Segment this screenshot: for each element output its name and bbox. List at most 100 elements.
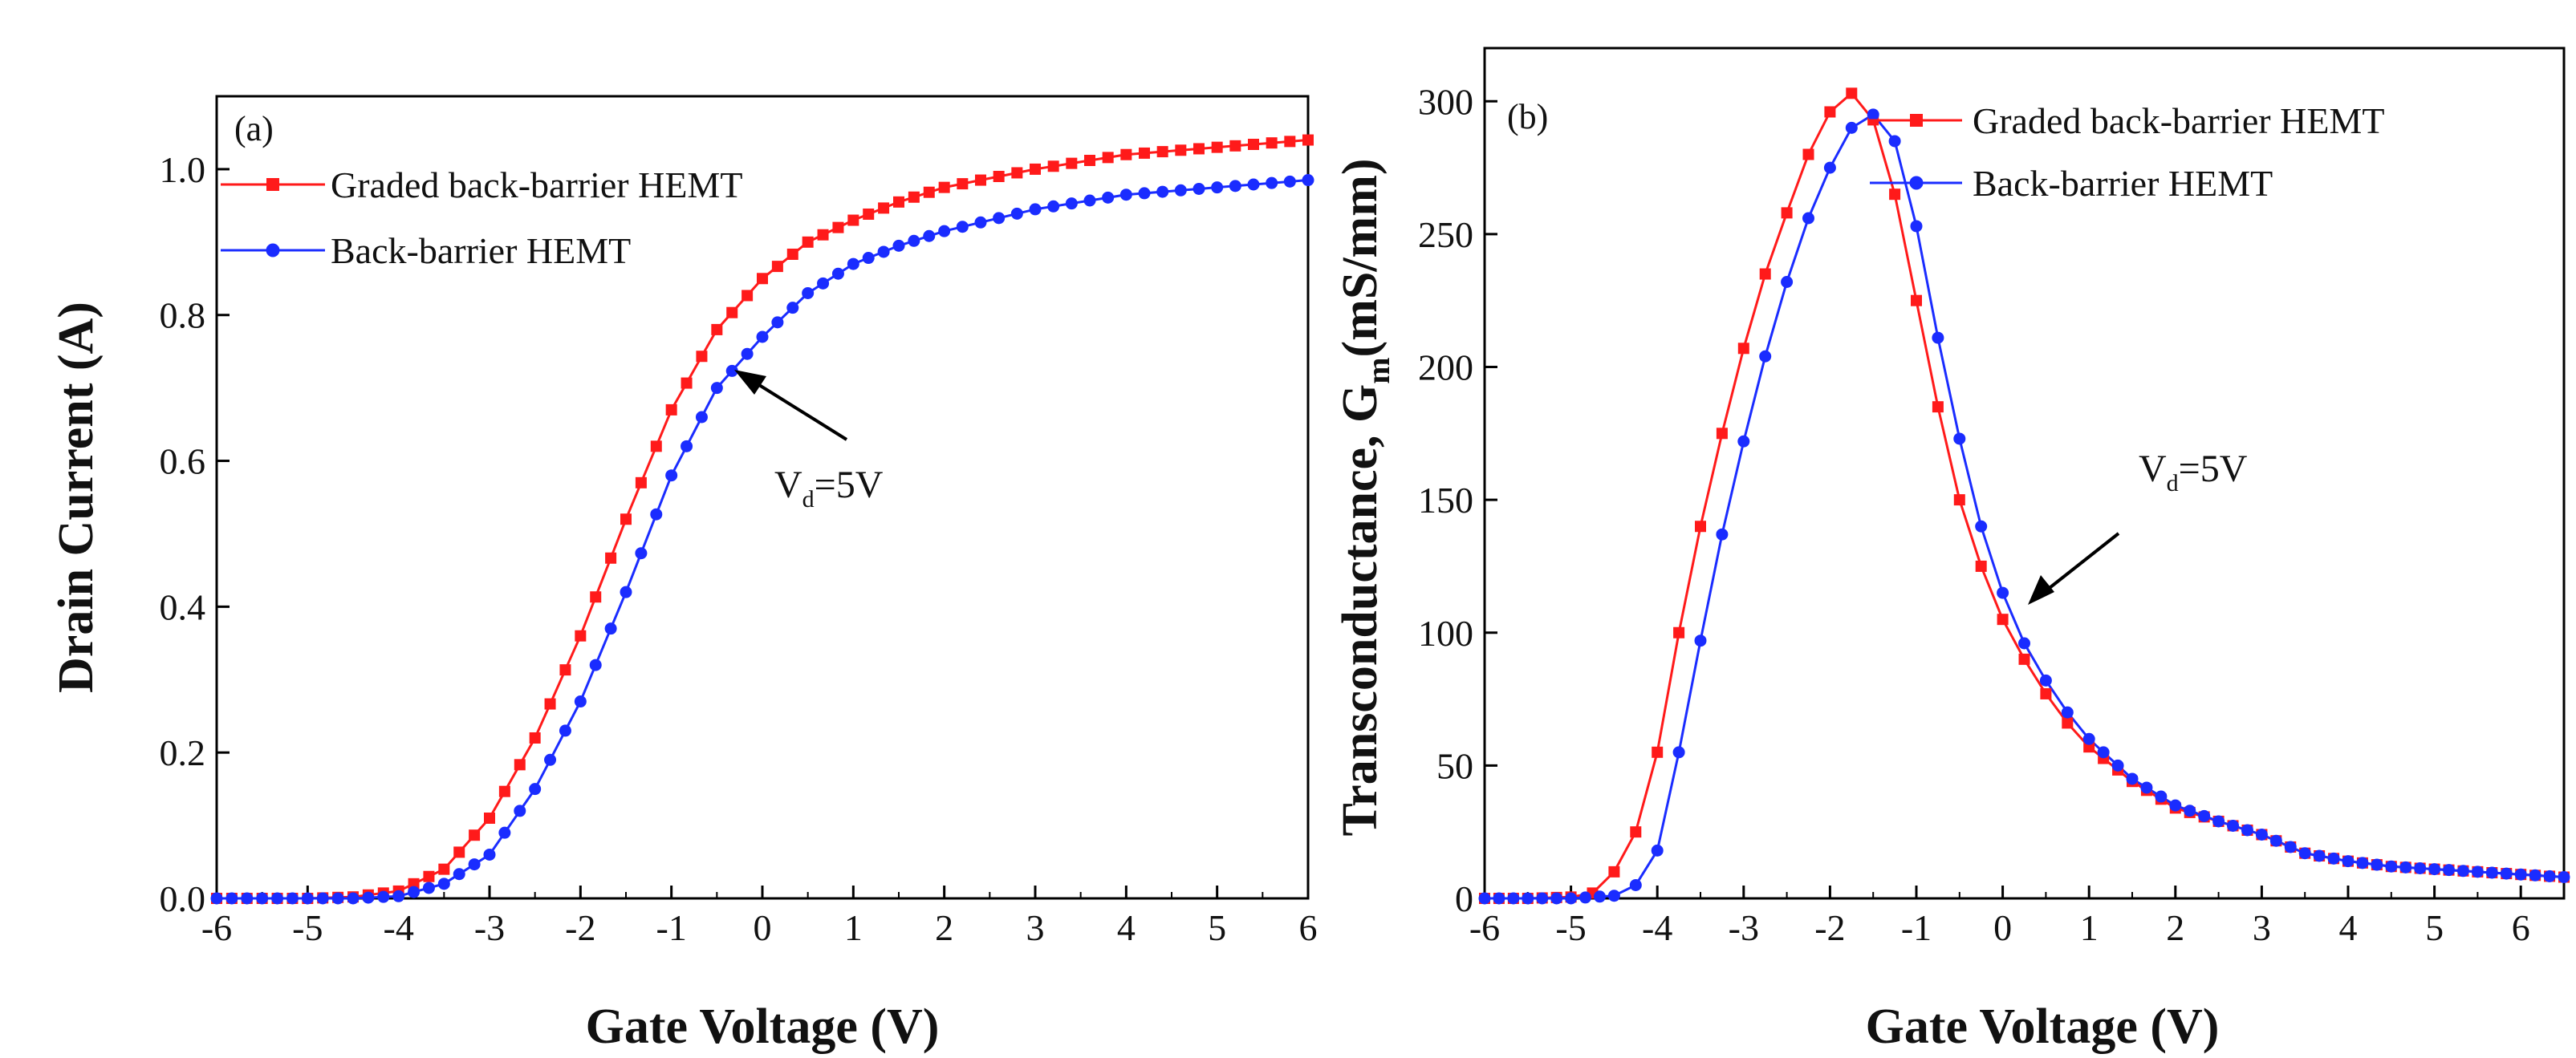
marker-b-1-45 <box>2284 841 2297 853</box>
marker-a-0-54 <box>1047 160 1059 172</box>
panel-a-annotation: Vd=5V <box>734 370 884 513</box>
x-tick-label: 5 <box>1208 907 1226 948</box>
marker-b-1-41 <box>2227 819 2240 832</box>
marker-b-0-21 <box>1889 188 1901 201</box>
marker-a-1-54 <box>1047 200 1060 213</box>
marker-a-1-66 <box>1266 176 1278 189</box>
marker-b-1-52 <box>2385 860 2398 873</box>
x-tick-label: -5 <box>292 907 323 948</box>
marker-a-0-46 <box>908 191 920 203</box>
marker-a-0-38 <box>786 248 798 260</box>
marker-b-1-37 <box>2169 799 2182 812</box>
marker-b-0-14 <box>1737 343 1749 355</box>
panel-b-label: (b) <box>1507 97 1548 136</box>
marker-b-1-32 <box>2097 746 2110 759</box>
marker-b-1-62 <box>2529 869 2541 882</box>
x-tick-label: -3 <box>1729 907 1759 948</box>
marker-a-1-28 <box>635 547 648 560</box>
marker-b-1-17 <box>1781 276 1794 288</box>
marker-a-1-13 <box>408 886 421 898</box>
marker-a-0-14 <box>423 870 435 882</box>
marker-b-1-36 <box>2155 790 2168 803</box>
marker-a-0-43 <box>863 208 875 220</box>
marker-b-1-2 <box>1507 892 1520 905</box>
marker-a-1-45 <box>892 239 905 252</box>
marker-b-1-27 <box>1997 586 2009 599</box>
marker-b-1-1 <box>1493 892 1505 905</box>
x-tick-label: 4 <box>1117 907 1136 948</box>
marker-a-1-23 <box>559 724 571 737</box>
y-tick-label: 0.0 <box>160 878 206 919</box>
marker-a-1-21 <box>529 783 542 796</box>
marker-b-1-47 <box>2313 849 2326 862</box>
marker-b-1-51 <box>2371 858 2383 871</box>
marker-a-1-68 <box>1302 174 1314 187</box>
x-tick-label: 5 <box>2425 907 2444 948</box>
x-tick-label: -2 <box>565 907 595 948</box>
marker-b-1-33 <box>2111 759 2124 772</box>
marker-a-0-57 <box>1102 152 1114 164</box>
series-line-a-1 <box>217 179 1309 900</box>
marker-b-1-31 <box>2082 732 2095 745</box>
marker-a-1-11 <box>377 890 390 903</box>
marker-b-0-11 <box>1673 626 1685 638</box>
marker-b-0-12 <box>1695 521 1706 533</box>
marker-a-0-56 <box>1084 155 1095 166</box>
marker-a-0-32 <box>696 351 708 363</box>
panel-b-y-axis-title: Transconductance, Gm(mS/mm) <box>1333 158 1396 836</box>
marker-b-0-19 <box>1846 87 1858 99</box>
panel-b-markers <box>1478 87 2570 905</box>
marker-b-1-46 <box>2298 847 2311 860</box>
panel-a-ticks: -6 -5 -4 -3 -2 -1 0 1 2 3 4 5 6 0.0 0.2 0.4 0.6 0.8 1.0 <box>160 149 1318 948</box>
marker-a-0-22 <box>544 698 556 710</box>
marker-a-1-35 <box>741 347 754 360</box>
marker-b-1-6 <box>1565 892 1578 905</box>
marker-a-1-47 <box>923 229 936 242</box>
marker-a-1-42 <box>847 257 859 270</box>
y-tick-label: 300 <box>1418 81 1473 122</box>
marker-a-1-15 <box>437 878 450 890</box>
annotation-b-label: Vd=5V <box>2139 448 2248 497</box>
marker-a-1-65 <box>1247 178 1260 191</box>
marker-a-1-24 <box>574 695 587 708</box>
marker-a-0-45 <box>893 196 904 208</box>
marker-a-1-56 <box>1083 194 1096 207</box>
marker-a-0-31 <box>681 377 693 389</box>
marker-b-1-25 <box>1953 432 1966 445</box>
legend-b-backbarrier-label: Back-barrier HEMT <box>1973 163 2273 204</box>
marker-b-1-43 <box>2255 829 2268 841</box>
marker-a-1-41 <box>831 267 844 280</box>
y-tick-label: 1.0 <box>160 149 206 190</box>
marker-a-0-21 <box>529 732 541 744</box>
marker-b-1-12 <box>1672 746 1685 759</box>
panel-a-markers <box>210 134 1314 905</box>
series-line-b-1 <box>1485 113 2565 900</box>
panel-a-x-axis-title: Gate Voltage (V) <box>586 999 940 1054</box>
marker-a-1-17 <box>468 858 481 871</box>
marker-a-0-49 <box>957 178 969 190</box>
marker-a-0-34 <box>726 306 738 318</box>
panel-a-y-axis-title: Drain Current (A) <box>49 302 104 693</box>
panel-b-frame <box>1483 47 2566 900</box>
marker-b-1-48 <box>2327 852 2340 865</box>
marker-a-0-51 <box>993 171 1005 182</box>
legend-b-backbarrier-marker <box>1909 176 1924 190</box>
marker-b-1-53 <box>2399 861 2412 874</box>
annotation-b-arrowhead <box>2028 575 2054 605</box>
marker-b-1-63 <box>2543 870 2556 882</box>
marker-a-0-65 <box>1248 139 1259 150</box>
marker-a-0-66 <box>1266 137 1278 149</box>
marker-a-0-52 <box>1011 167 1023 179</box>
marker-a-0-68 <box>1302 134 1314 146</box>
marker-a-1-10 <box>362 891 375 904</box>
marker-a-0-35 <box>742 290 754 302</box>
legend-b-graded-label: Graded back-barrier HEMT <box>1973 100 2384 141</box>
x-tick-label: -3 <box>474 907 505 948</box>
panel-b: -6 -5 -4 -3 -2 -1 0 1 2 3 4 5 6 0 50 100 150 200 250 300 (b… <box>1333 47 2570 1054</box>
marker-a-1-50 <box>974 216 987 229</box>
marker-b-1-3 <box>1522 892 1534 905</box>
marker-a-1-59 <box>1138 187 1151 200</box>
y-tick-label: 150 <box>1418 480 1473 521</box>
marker-b-1-54 <box>2414 861 2427 874</box>
marker-a-1-29 <box>650 508 663 521</box>
